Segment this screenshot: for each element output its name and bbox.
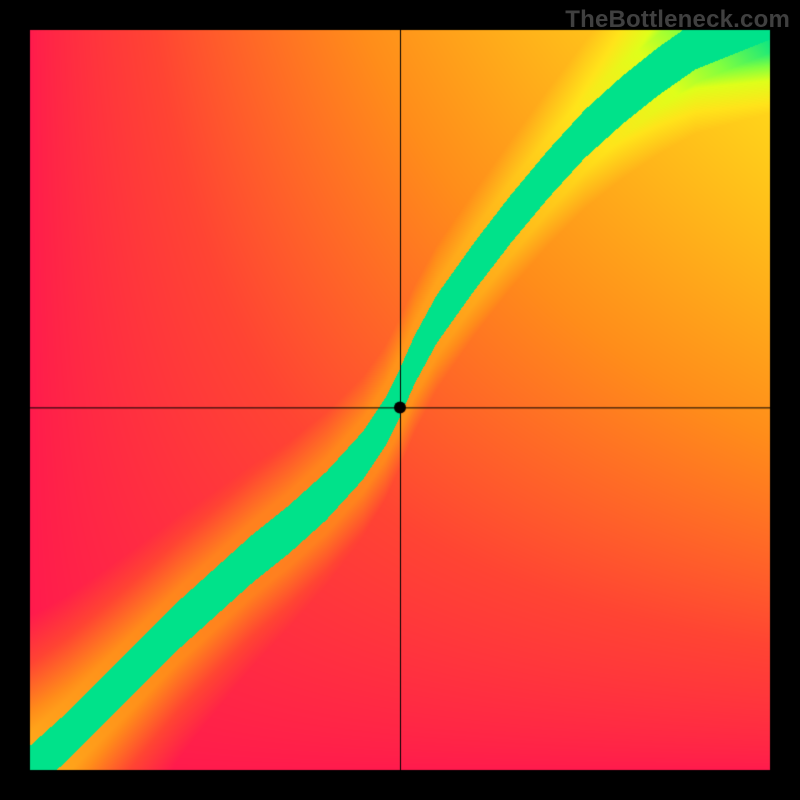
watermark-text: TheBottleneck.com <box>565 6 790 34</box>
chart-container: TheBottleneck.com <box>0 0 800 800</box>
bottleneck-heatmap <box>0 0 800 800</box>
